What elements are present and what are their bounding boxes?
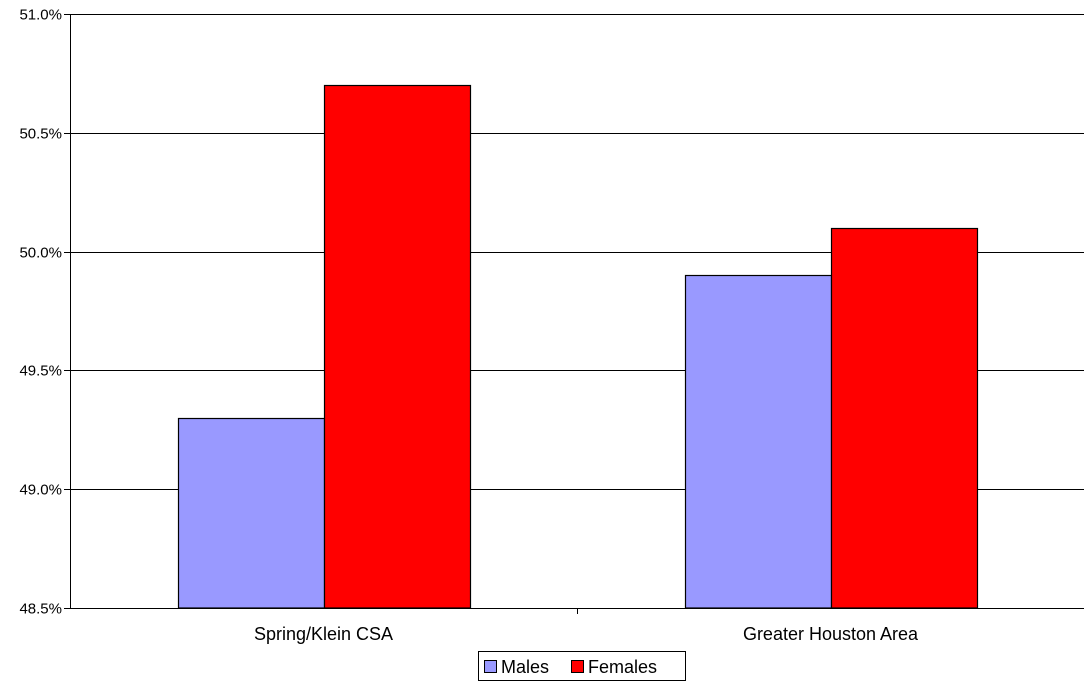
legend-label-males: Males [501, 657, 549, 677]
legend-label-females: Females [588, 657, 657, 677]
y-tick-label: 50.0% [19, 245, 62, 262]
y-tick-label: 50.5% [19, 126, 62, 143]
y-tick-label: 48.5% [19, 601, 62, 618]
bar-males-0 [177, 417, 326, 609]
bar-males-1 [684, 274, 833, 609]
y-tick-label: 49.0% [19, 482, 62, 499]
legend-swatch-females [571, 660, 584, 673]
x-category-label: Greater Houston Area [743, 624, 919, 644]
y-tick-label: 49.5% [19, 363, 62, 380]
bar-females-1 [830, 227, 979, 609]
axes: 48.5% 49.0% 49.5% 50.0% 50.5% 51.0% Spring/Kle… [19, 7, 1084, 644]
y-tick-label: 51.0% [19, 7, 62, 24]
x-category-label: Spring/Klein CSA [254, 624, 393, 644]
bar-females-0 [323, 84, 472, 609]
bars [177, 84, 979, 609]
legend: Males Females [478, 651, 686, 681]
legend-swatch-males [484, 660, 497, 673]
